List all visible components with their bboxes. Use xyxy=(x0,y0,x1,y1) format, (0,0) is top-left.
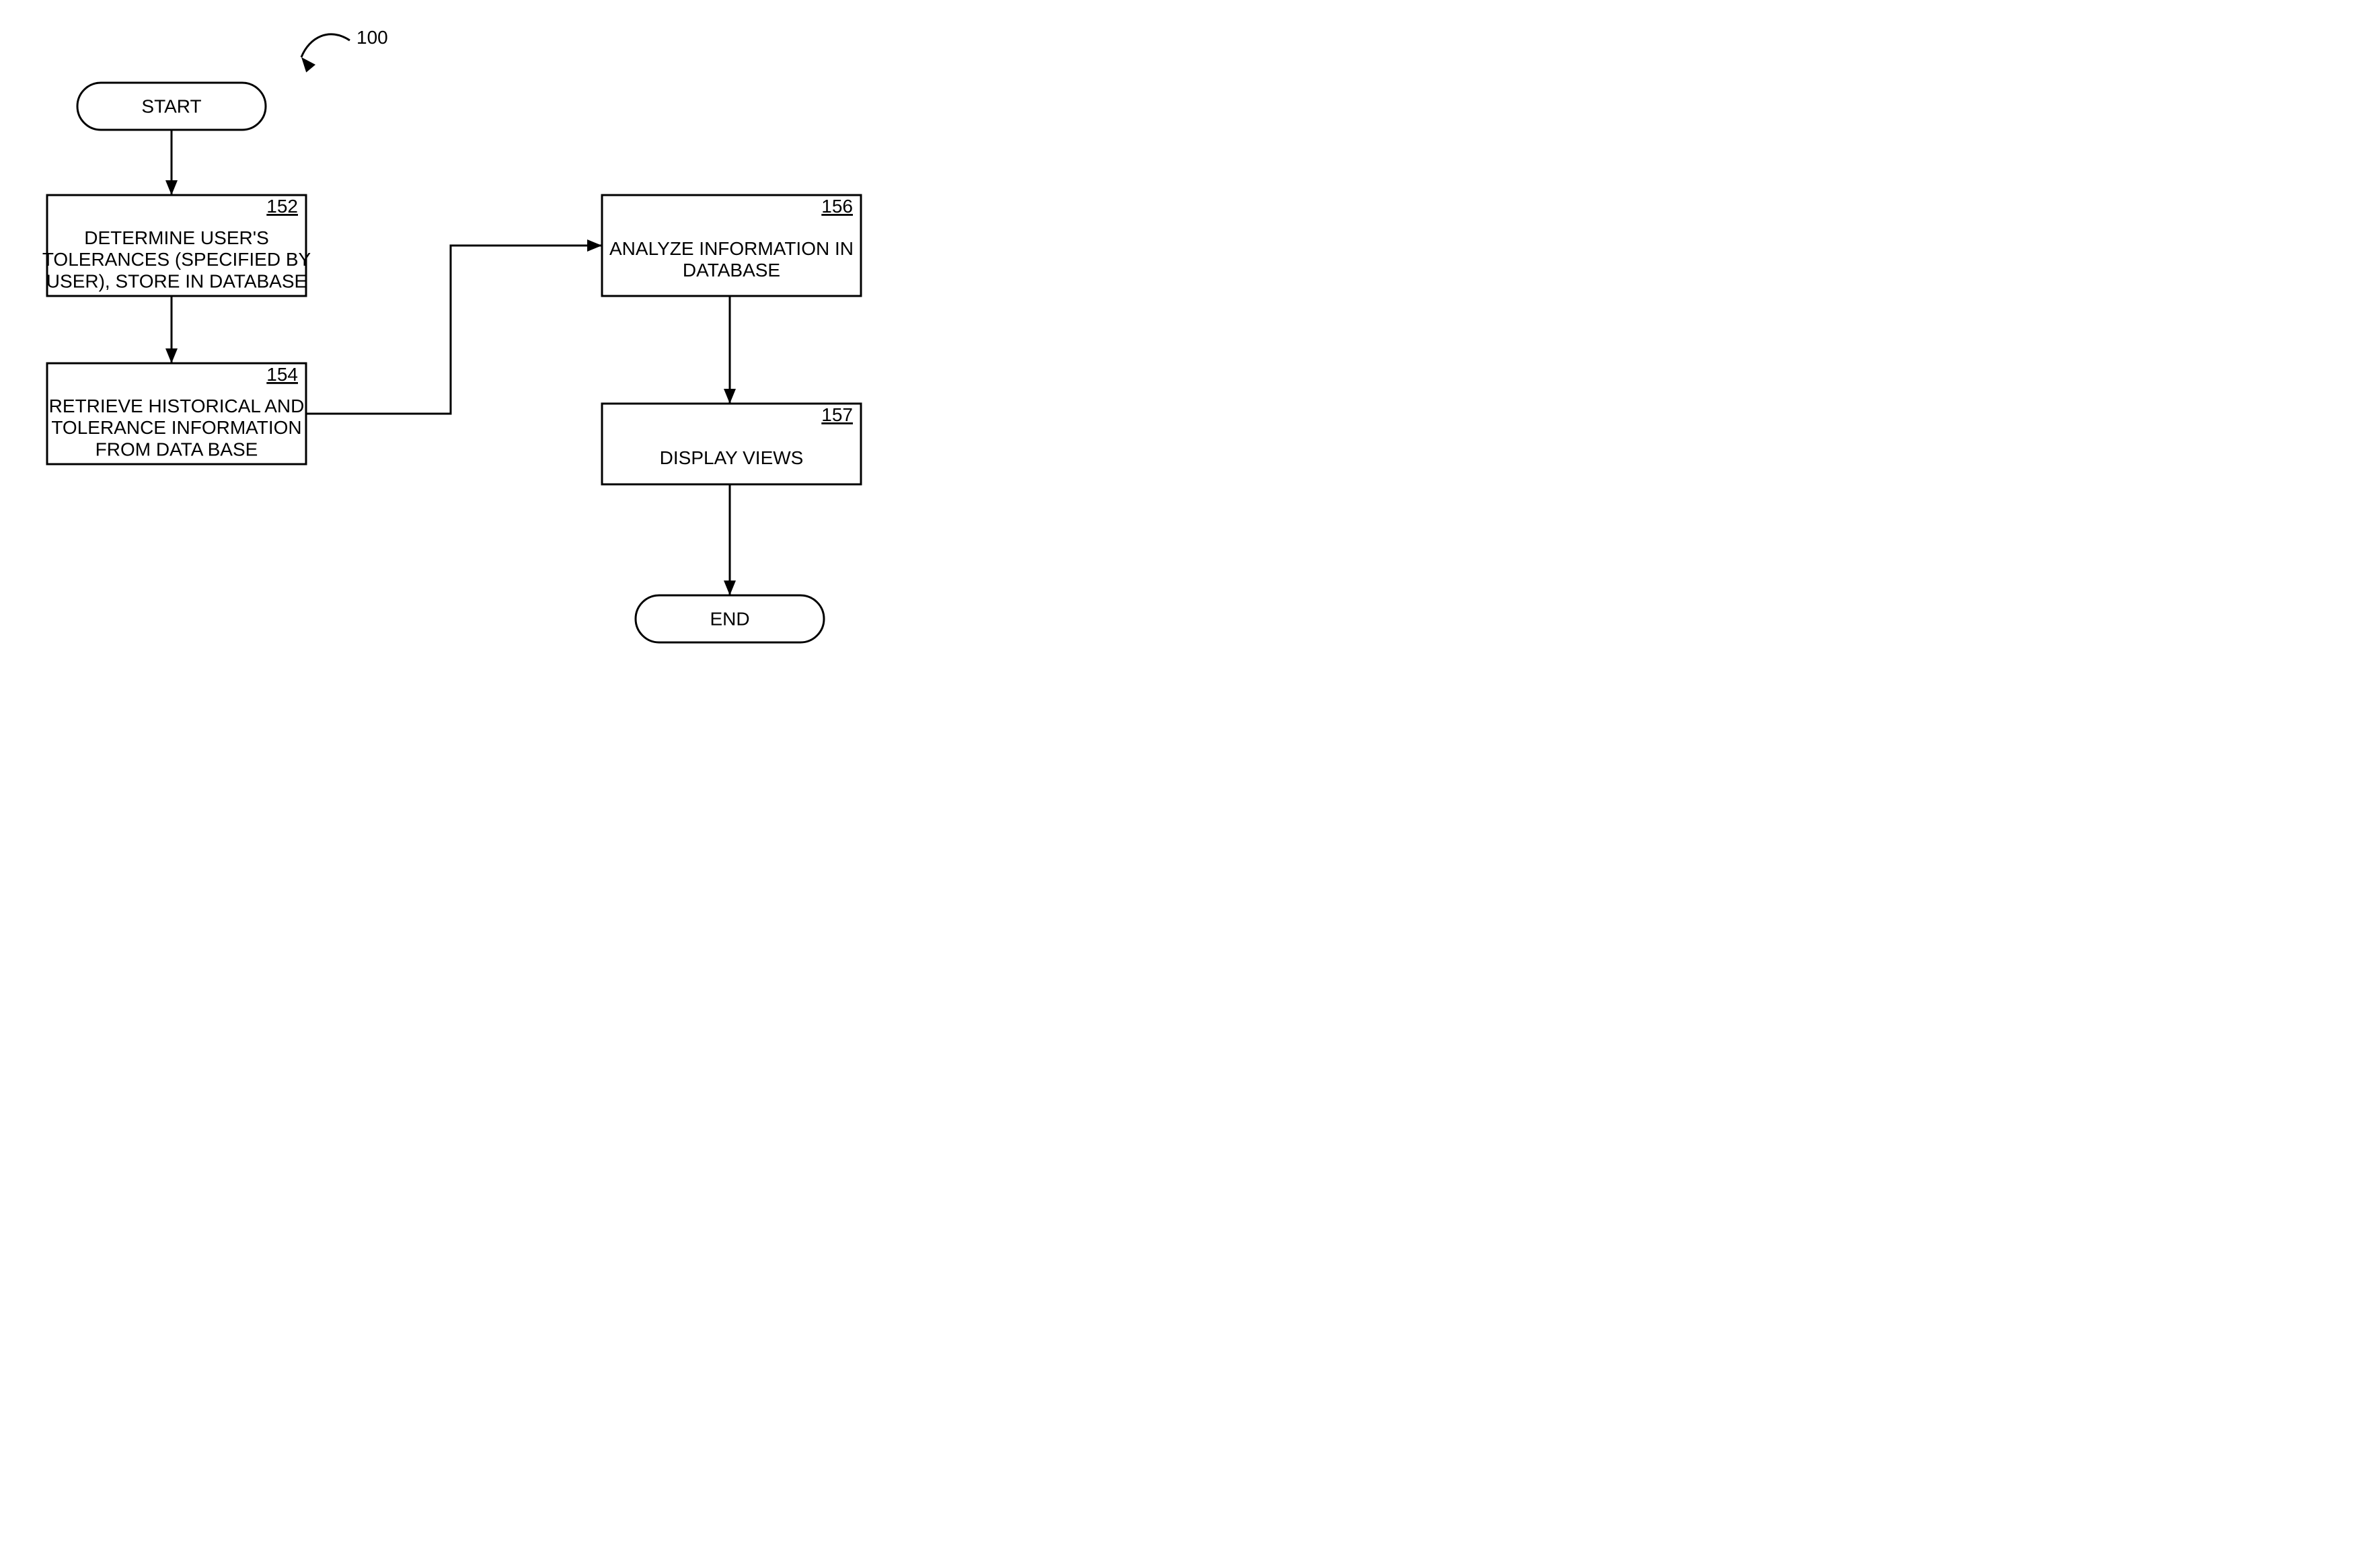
terminator-start-label: START xyxy=(141,96,201,116)
process-b156-line-1: DATABASE xyxy=(683,260,780,281)
process-b157-ref: 157 xyxy=(821,404,853,425)
process-b154-line-0: RETRIEVE HISTORICAL AND xyxy=(49,396,305,416)
process-b154-ref: 154 xyxy=(266,364,298,385)
process-b156: 156 ANALYZE INFORMATION INDATABASE xyxy=(602,195,861,296)
terminator-end-label: END xyxy=(710,608,749,629)
process-b152-ref: 152 xyxy=(266,196,298,217)
terminator-start: START xyxy=(77,83,266,130)
process-b152-line-2: USER), STORE IN DATABASE xyxy=(46,270,307,291)
process-b152: 152 DETERMINE USER'STOLERANCES (SPECIFIED… xyxy=(42,195,311,296)
process-b154: 154 RETRIEVE HISTORICAL ANDTOLERANCE INFO… xyxy=(47,363,306,464)
process-b157: 157 DISPLAY VIEWS xyxy=(602,404,861,484)
process-b154-line-2: FROM DATA BASE xyxy=(96,439,258,459)
process-b152-line-0: DETERMINE USER'S xyxy=(84,227,269,248)
process-b152-line-1: TOLERANCES (SPECIFIED BY xyxy=(42,249,311,270)
figure-leader-arrow xyxy=(301,34,350,57)
figure-number-label: 100 xyxy=(356,27,388,48)
process-b154-line-1: TOLERANCE INFORMATION xyxy=(51,417,301,438)
process-b156-line-0: ANALYZE INFORMATION IN xyxy=(609,238,854,259)
process-b157-line-0: DISPLAY VIEWS xyxy=(660,447,804,468)
terminator-end: END xyxy=(636,595,824,642)
process-b156-ref: 156 xyxy=(821,196,853,217)
